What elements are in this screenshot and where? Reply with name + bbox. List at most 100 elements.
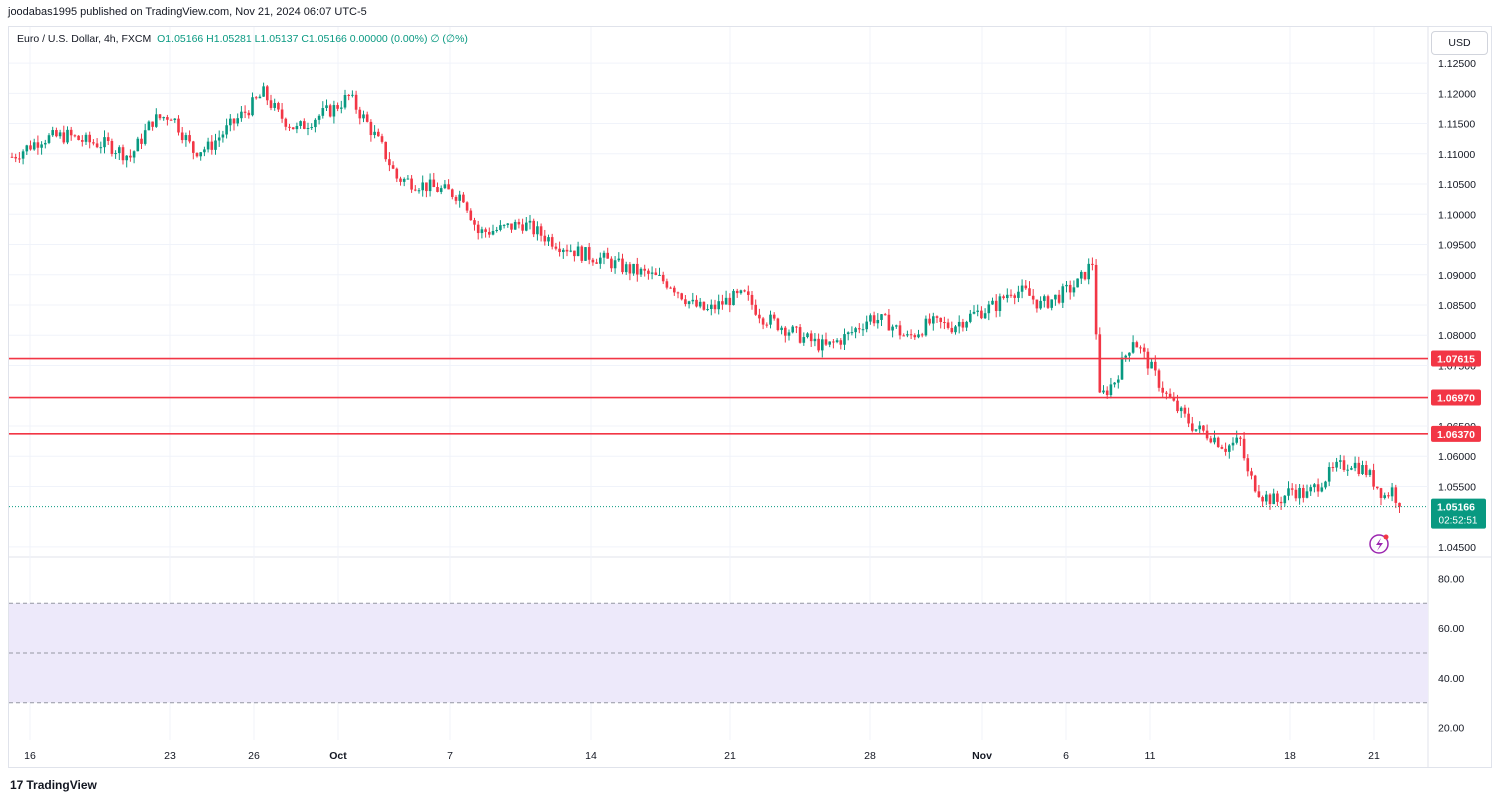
candle-body (569, 250, 572, 252)
candle-body (114, 153, 117, 155)
candle-body (188, 135, 191, 142)
candle-body (1179, 407, 1183, 412)
candle-body (36, 142, 40, 148)
tradingview-logo[interactable]: 17 TradingView (10, 778, 97, 792)
candle-body (898, 325, 902, 336)
candle-body (1320, 487, 1324, 492)
candle-body (976, 310, 979, 312)
candle-body (643, 268, 646, 271)
candle-body (377, 131, 380, 137)
candle-body (939, 317, 942, 323)
flash-icon[interactable] (1369, 534, 1389, 554)
candle-body (1102, 390, 1105, 393)
candle-body (543, 235, 547, 242)
candle-body (650, 272, 654, 274)
candle-body (299, 121, 302, 126)
candle-body (158, 114, 162, 119)
candle-body (280, 109, 284, 119)
candle-body (47, 135, 51, 143)
candle-body (809, 333, 813, 342)
candle-body (721, 301, 724, 305)
candle-body (821, 339, 824, 351)
candle-body (1172, 397, 1176, 401)
candle-body (1224, 448, 1227, 452)
candle-body (391, 165, 395, 169)
candle-body (55, 130, 58, 137)
candle-body (421, 182, 424, 191)
candle-body (510, 223, 513, 230)
candle-body (806, 333, 809, 338)
candle-body (750, 294, 754, 305)
symbol-title[interactable]: Euro / U.S. Dollar, 4h, FXCM (17, 33, 152, 45)
candle-body (1372, 470, 1375, 487)
candle-body (724, 297, 728, 305)
candle-body (861, 329, 865, 331)
currency-button[interactable]: USD (1431, 31, 1488, 55)
candle-body (702, 301, 706, 310)
candle-body (858, 328, 861, 330)
candle-body (1294, 489, 1298, 499)
candle-body (476, 224, 480, 234)
candle-body (488, 231, 491, 235)
candle-body (402, 178, 406, 182)
candle-body (214, 140, 217, 150)
candle-body (369, 121, 373, 136)
candle-body (776, 318, 780, 331)
candle-body (780, 327, 783, 331)
candle-body (994, 300, 998, 312)
candle-body (414, 189, 417, 191)
candle-body (1105, 390, 1109, 396)
candle-body (706, 308, 709, 310)
candle-body (1028, 288, 1031, 296)
candle-body (1043, 296, 1046, 301)
candle-body (1379, 488, 1383, 498)
rsi-tick-label: 60.00 (1438, 623, 1464, 635)
candle-body (73, 135, 77, 137)
candle-body (754, 304, 757, 315)
candle-body (1117, 379, 1120, 383)
candle-body (1161, 387, 1164, 393)
price-tick-label: 1.12500 (1438, 58, 1476, 70)
candle-body (236, 118, 239, 124)
candle-body (1302, 487, 1305, 498)
candle-body (439, 188, 443, 192)
candle-body (1024, 285, 1028, 289)
candle-body (1216, 437, 1220, 448)
candle-body (1120, 357, 1124, 380)
candle-body (147, 121, 151, 131)
candle-body (580, 246, 584, 261)
candle-body (1246, 458, 1250, 472)
price-tick-label: 1.05500 (1438, 481, 1476, 493)
candle-body (29, 145, 32, 150)
ohlc-values: O1.05166 H1.05281 L1.05137 C1.05166 0.00… (157, 33, 468, 45)
candle-body (1316, 484, 1320, 492)
candle-body (1364, 465, 1368, 475)
candle-body (365, 114, 369, 122)
candle-body (1091, 263, 1094, 265)
candle-body (458, 194, 461, 201)
candle-body (946, 322, 950, 328)
candle-body (1209, 438, 1213, 443)
candle-body (88, 134, 91, 143)
candle-body (332, 105, 336, 117)
candle-body (599, 257, 602, 264)
candle-body (772, 314, 776, 319)
candle-body (284, 118, 288, 127)
candle-body (58, 132, 62, 137)
candle-body (713, 304, 717, 310)
candle-body (624, 264, 628, 273)
candle-body (1109, 384, 1113, 396)
candle-body (462, 194, 465, 203)
candle-body (1124, 355, 1127, 358)
candle-body (417, 190, 421, 192)
candle-body (143, 130, 147, 144)
level-label-box (1431, 389, 1481, 406)
candle-body (1194, 429, 1198, 431)
candle-body (1213, 437, 1216, 443)
candle-body (380, 136, 384, 142)
candle-body (1376, 486, 1379, 489)
candle-body (1076, 278, 1079, 288)
price-tick-label: 1.08000 (1438, 330, 1476, 342)
candle-body (1261, 496, 1264, 502)
